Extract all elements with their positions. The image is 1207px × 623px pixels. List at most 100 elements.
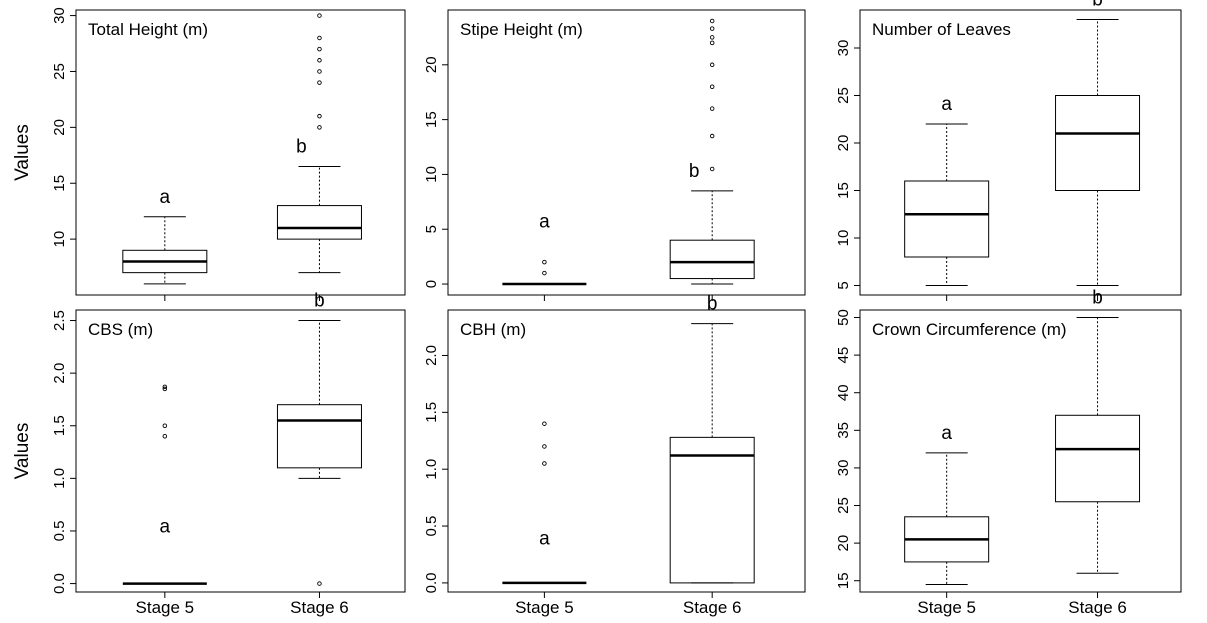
outlier-point <box>709 84 715 89</box>
y-tick-label: 35 <box>835 422 852 439</box>
panel-frame <box>447 9 806 296</box>
panel-frame <box>859 309 1182 593</box>
y-tick-label: 1.5 <box>51 415 68 436</box>
outlier-point <box>709 40 715 46</box>
x-category-label: Stage 6 <box>683 598 742 617</box>
outlier-point <box>709 26 715 31</box>
outlier-point <box>317 13 322 18</box>
y-tick-label: 1.5 <box>423 402 440 423</box>
y-tick-label: 20 <box>835 535 852 552</box>
outlier-point <box>162 423 168 428</box>
outlier-point <box>542 259 547 265</box>
outlier-point <box>162 434 168 439</box>
y-tick-label: 0.5 <box>51 521 68 542</box>
y-tick-label: 10 <box>51 231 68 248</box>
panel-title: Crown Circumference (m) <box>872 320 1067 339</box>
box <box>669 239 755 280</box>
box <box>1055 95 1141 191</box>
significance-letter: b <box>1092 288 1103 309</box>
y-tick-label: 30 <box>835 40 852 57</box>
x-category-label: Stage 6 <box>290 598 349 617</box>
outlier-point <box>317 46 322 52</box>
box <box>1055 414 1141 503</box>
y-tick-label: 5 <box>835 281 852 289</box>
significance-letter: a <box>160 517 171 538</box>
box <box>669 436 755 584</box>
y-tick-label: 25 <box>51 63 68 80</box>
significance-letter: b <box>296 136 307 157</box>
panel-title: Total Height (m) <box>88 20 208 39</box>
significance-letter: b <box>707 294 718 315</box>
y-tick-label: 10 <box>835 230 852 247</box>
outlier-point <box>709 133 715 139</box>
y-tick-label: 10 <box>423 166 440 183</box>
y-tick-label: 25 <box>835 497 852 514</box>
panel-frame <box>859 9 1182 296</box>
outlier-point <box>317 69 322 74</box>
outlier-point <box>317 581 322 586</box>
outlier-point <box>542 421 547 426</box>
box <box>276 205 362 240</box>
y-tick-label: 20 <box>51 119 68 136</box>
y-tick-label: 0.0 <box>423 572 440 593</box>
significance-letter: a <box>160 187 171 208</box>
panel-frame <box>75 309 406 593</box>
panel-title: Stipe Height (m) <box>460 20 583 39</box>
significance-letter: a <box>539 211 550 232</box>
outlier-point <box>709 106 715 111</box>
y-tick-label: 0 <box>423 280 440 288</box>
y-tick-label: 0.0 <box>51 573 68 594</box>
outlier-point <box>162 384 168 390</box>
significance-letter: b <box>689 161 700 182</box>
y-tick-label: 20 <box>423 56 440 73</box>
y-tick-label: 40 <box>835 384 852 401</box>
panel-title: CBH (m) <box>460 320 526 339</box>
panel-title: CBS (m) <box>88 320 153 339</box>
x-category-label: Stage 5 <box>515 598 574 617</box>
y-tick-label: 2.0 <box>423 345 440 366</box>
x-category-label: Stage 5 <box>136 598 195 617</box>
y-tick-label: 45 <box>835 347 852 364</box>
y-tick-label: 5 <box>423 225 440 233</box>
outlier-point <box>542 270 547 276</box>
panel-frame <box>447 309 806 593</box>
significance-letter: a <box>941 423 952 444</box>
y-tick-label: 1.0 <box>423 459 440 480</box>
y-tick-label: 15 <box>423 111 440 128</box>
y-tick-label: 20 <box>835 135 852 152</box>
outlier-point <box>709 35 715 40</box>
significance-letter: a <box>539 528 550 549</box>
y-axis-label: Values <box>12 124 33 181</box>
outlier-point <box>162 386 168 392</box>
outlier-point <box>542 444 547 449</box>
significance-letter: a <box>941 94 952 115</box>
outlier-point <box>317 80 322 85</box>
panel-frame <box>75 9 406 296</box>
outlier-point <box>542 461 547 466</box>
box <box>904 180 990 258</box>
significance-letter: b <box>1092 0 1103 11</box>
y-tick-label: 2.0 <box>51 363 68 384</box>
x-category-label: Stage 6 <box>1068 598 1127 617</box>
outlier-point <box>709 166 715 172</box>
outlier-point <box>317 113 322 119</box>
outlier-point <box>317 125 322 130</box>
outlier-point <box>709 18 715 24</box>
y-tick-label: 50 <box>835 309 852 326</box>
x-category-label: Stage 5 <box>917 598 976 617</box>
panel-title: Number of Leaves <box>872 20 1011 39</box>
y-tick-label: 15 <box>51 175 68 192</box>
y-tick-label: 25 <box>835 87 852 104</box>
outlier-point <box>317 58 322 63</box>
y-axis-label: Values <box>12 423 33 480</box>
y-tick-label: 0.5 <box>423 516 440 537</box>
significance-letter: b <box>314 291 325 312</box>
box <box>276 404 362 469</box>
outlier-point <box>709 62 715 68</box>
outlier-point <box>317 35 322 41</box>
y-tick-label: 15 <box>835 182 852 199</box>
y-tick-label: 15 <box>835 572 852 589</box>
y-tick-label: 2.5 <box>51 310 68 331</box>
y-tick-label: 30 <box>835 460 852 477</box>
